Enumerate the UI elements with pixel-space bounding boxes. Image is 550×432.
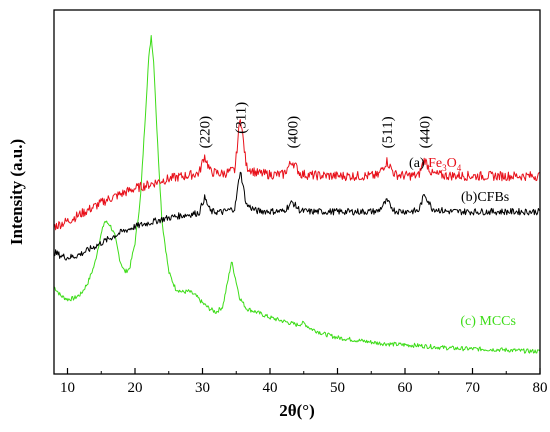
peak-label: (311) [233,102,249,134]
series-labels: (a) Fe3O4 (b)CFBs (c) MCCs [409,156,516,329]
x-tick-label: 20 [128,380,143,396]
y-axis-title: Intensity (a.u.) [7,139,26,245]
series-line-fe3o4 [53,119,541,231]
x-tick-label: 50 [330,380,345,396]
peak-label: (511) [380,116,396,148]
x-tick-label: 40 [263,380,278,396]
x-tick-label: 30 [195,380,210,396]
x-tick-label: 80 [533,380,548,396]
series-line-mccs [53,35,541,354]
peak-label: (220) [198,116,214,149]
series-label-fe3o4: (a) Fe3O4 [409,156,462,173]
plot-frame [53,9,541,375]
axis-ticks: 10 20 30 40 50 60 70 80 [60,368,548,396]
x-tick-label: 70 [465,380,480,396]
series-line-cfbs [53,171,541,261]
peak-label: (440) [418,116,434,149]
peak-labels: (220) (311) (400) (511) (440) [198,102,434,148]
x-axis-title: 2θ(°) [279,401,315,420]
series-label-mccs: (c) MCCs [460,314,516,329]
x-tick-label: 60 [398,380,413,396]
x-tick-label: 10 [60,380,75,396]
series-label-cfbs: (b)CFBs [461,190,509,205]
series-layer [53,35,541,354]
peak-label: (400) [285,116,301,149]
